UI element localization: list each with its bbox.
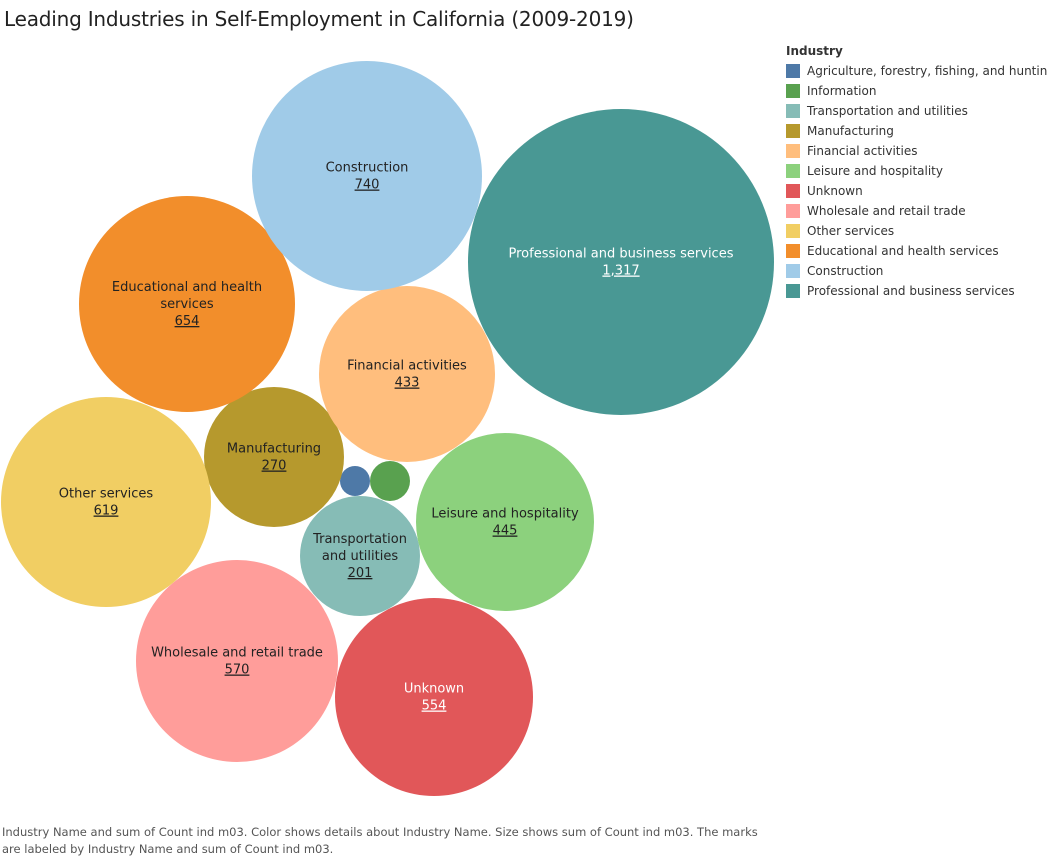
legend-swatch [786, 164, 800, 178]
bubble-agriculture-forestry-fishing-and-hunting[interactable] [340, 466, 370, 496]
bubble-mark-financial-activities[interactable] [319, 286, 495, 462]
bubble-value-other-services: 619 [94, 504, 119, 519]
chart-caption: Industry Name and sum of Count ind m03. … [2, 824, 772, 858]
bubble-leisure-and-hospitality[interactable]: Leisure and hospitality 445 [416, 433, 594, 611]
bubble-information[interactable] [370, 461, 410, 501]
legend-swatch [786, 144, 800, 158]
bubble-label-leisure-and-hospitality: Leisure and hospitality [431, 507, 579, 522]
legend-item-transportation-and-utilities[interactable]: Transportation and utilities [786, 101, 1048, 121]
bubble-chart: Transportation and utilities 201 Manufactur… [0, 0, 780, 820]
bubble-other-services[interactable]: Other services 619 [1, 397, 211, 607]
legend-item-financial-activities[interactable]: Financial activities [786, 141, 1048, 161]
legend-item-leisure-and-hospitality[interactable]: Leisure and hospitality [786, 161, 1048, 181]
bubble-professional-and-business-services[interactable]: Professional and business services 1,317 [468, 109, 774, 415]
legend-swatch [786, 244, 800, 258]
bubble-label-construction: Construction [326, 161, 409, 176]
bubble-wholesale-and-retail-trade[interactable]: Wholesale and retail trade 570 [136, 560, 338, 762]
legend-swatch [786, 184, 800, 198]
bubble-mark-wholesale-and-retail-trade[interactable] [136, 560, 338, 762]
bubble-mark-construction[interactable] [252, 61, 482, 291]
bubble-value-educational-and-health-services: 654 [175, 314, 200, 329]
bubble-educational-and-health-services[interactable]: Educational and health services 654 [79, 196, 295, 412]
bubble-value-unknown: 554 [422, 699, 447, 714]
legend-label: Transportation and utilities [807, 104, 968, 118]
bubble-label-manufacturing: Manufacturing [227, 442, 321, 457]
bubble-label-transportation-and-utilities: and utilities [322, 549, 398, 564]
legend-label: Leisure and hospitality [807, 164, 943, 178]
legend-item-educational-and-health-services[interactable]: Educational and health services [786, 241, 1048, 261]
bubble-value-leisure-and-hospitality: 445 [493, 524, 518, 539]
bubble-mark-unknown[interactable] [335, 598, 533, 796]
bubble-mark-agriculture-forestry-fishing-and-hunting[interactable] [340, 466, 370, 496]
legend-label: Professional and business services [807, 284, 1015, 298]
legend-item-information[interactable]: Information [786, 81, 1048, 101]
bubble-label-financial-activities: Financial activities [347, 359, 467, 374]
legend-item-professional-and-business-services[interactable]: Professional and business services [786, 281, 1048, 301]
legend-items: Agriculture, forestry, fishing, and hunt… [786, 61, 1048, 301]
bubble-label-educational-and-health-services: Educational and health [112, 280, 262, 295]
legend-label: Information [807, 84, 876, 98]
legend-item-construction[interactable]: Construction [786, 261, 1048, 281]
bubble-label-unknown: Unknown [404, 682, 464, 697]
legend-label: Manufacturing [807, 124, 894, 138]
bubble-mark-manufacturing[interactable] [204, 387, 344, 527]
legend-swatch [786, 104, 800, 118]
legend-swatch [786, 224, 800, 238]
legend-item-unknown[interactable]: Unknown [786, 181, 1048, 201]
bubble-mark-other-services[interactable] [1, 397, 211, 607]
bubble-value-transportation-and-utilities: 201 [348, 566, 373, 581]
bubble-construction[interactable]: Construction 740 [252, 61, 482, 291]
bubble-value-wholesale-and-retail-trade: 570 [225, 663, 250, 678]
legend: Industry Agriculture, forestry, fishing,… [786, 44, 1048, 301]
legend-label: Construction [807, 264, 883, 278]
legend-label: Unknown [807, 184, 863, 198]
bubble-transportation-and-utilities[interactable]: Transportation and utilities 201 [300, 496, 420, 616]
legend-label: Financial activities [807, 144, 917, 158]
bubble-value-financial-activities: 433 [395, 376, 420, 391]
bubble-label-wholesale-and-retail-trade: Wholesale and retail trade [151, 646, 323, 661]
legend-item-other-services[interactable]: Other services [786, 221, 1048, 241]
bubble-value-manufacturing: 270 [262, 459, 287, 474]
bubble-financial-activities[interactable]: Financial activities 433 [319, 286, 495, 462]
legend-swatch [786, 264, 800, 278]
bubble-label-professional-and-business-services: Professional and business services [509, 247, 734, 262]
bubble-mark-information[interactable] [370, 461, 410, 501]
legend-label: Other services [807, 224, 894, 238]
legend-label: Agriculture, forestry, fishing, and hunt… [807, 64, 1048, 78]
bubble-label-other-services: Other services [59, 487, 154, 502]
bubble-label-educational-and-health-services: services [160, 297, 214, 312]
legend-swatch [786, 84, 800, 98]
legend-swatch [786, 64, 800, 78]
legend-label: Wholesale and retail trade [807, 204, 966, 218]
legend-title: Industry [786, 44, 1048, 58]
bubble-mark-leisure-and-hospitality[interactable] [416, 433, 594, 611]
legend-item-agriculture-forestry-fishing-and-hunting[interactable]: Agriculture, forestry, fishing, and hunt… [786, 61, 1048, 81]
legend-swatch [786, 284, 800, 298]
bubble-mark-professional-and-business-services[interactable] [468, 109, 774, 415]
legend-swatch [786, 124, 800, 138]
bubble-label-transportation-and-utilities: Transportation [312, 532, 407, 547]
bubble-unknown[interactable]: Unknown 554 [335, 598, 533, 796]
bubble-value-construction: 740 [355, 178, 380, 193]
legend-swatch [786, 204, 800, 218]
bubble-value-professional-and-business-services: 1,317 [602, 264, 639, 279]
bubble-manufacturing[interactable]: Manufacturing 270 [204, 387, 344, 527]
legend-item-wholesale-and-retail-trade[interactable]: Wholesale and retail trade [786, 201, 1048, 221]
legend-item-manufacturing[interactable]: Manufacturing [786, 121, 1048, 141]
legend-label: Educational and health services [807, 244, 999, 258]
